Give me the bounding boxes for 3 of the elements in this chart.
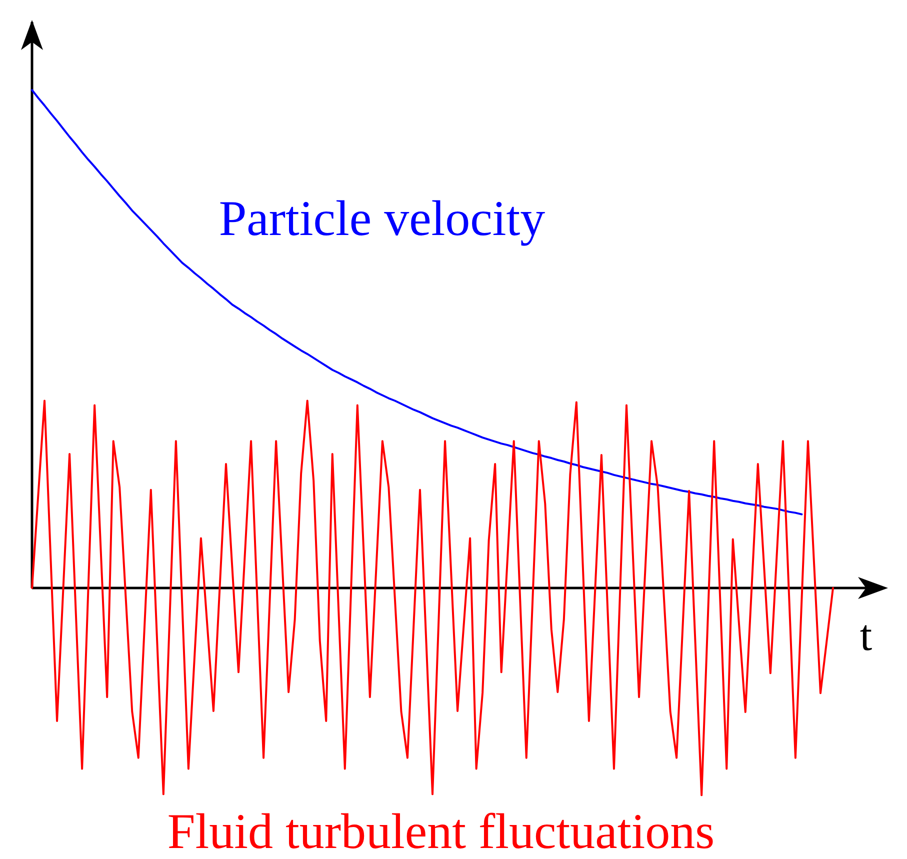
x-axis-title: t — [860, 611, 872, 660]
series-label: Fluid turbulent fluctuations — [167, 803, 715, 859]
series-label: Particle velocity — [218, 190, 546, 246]
